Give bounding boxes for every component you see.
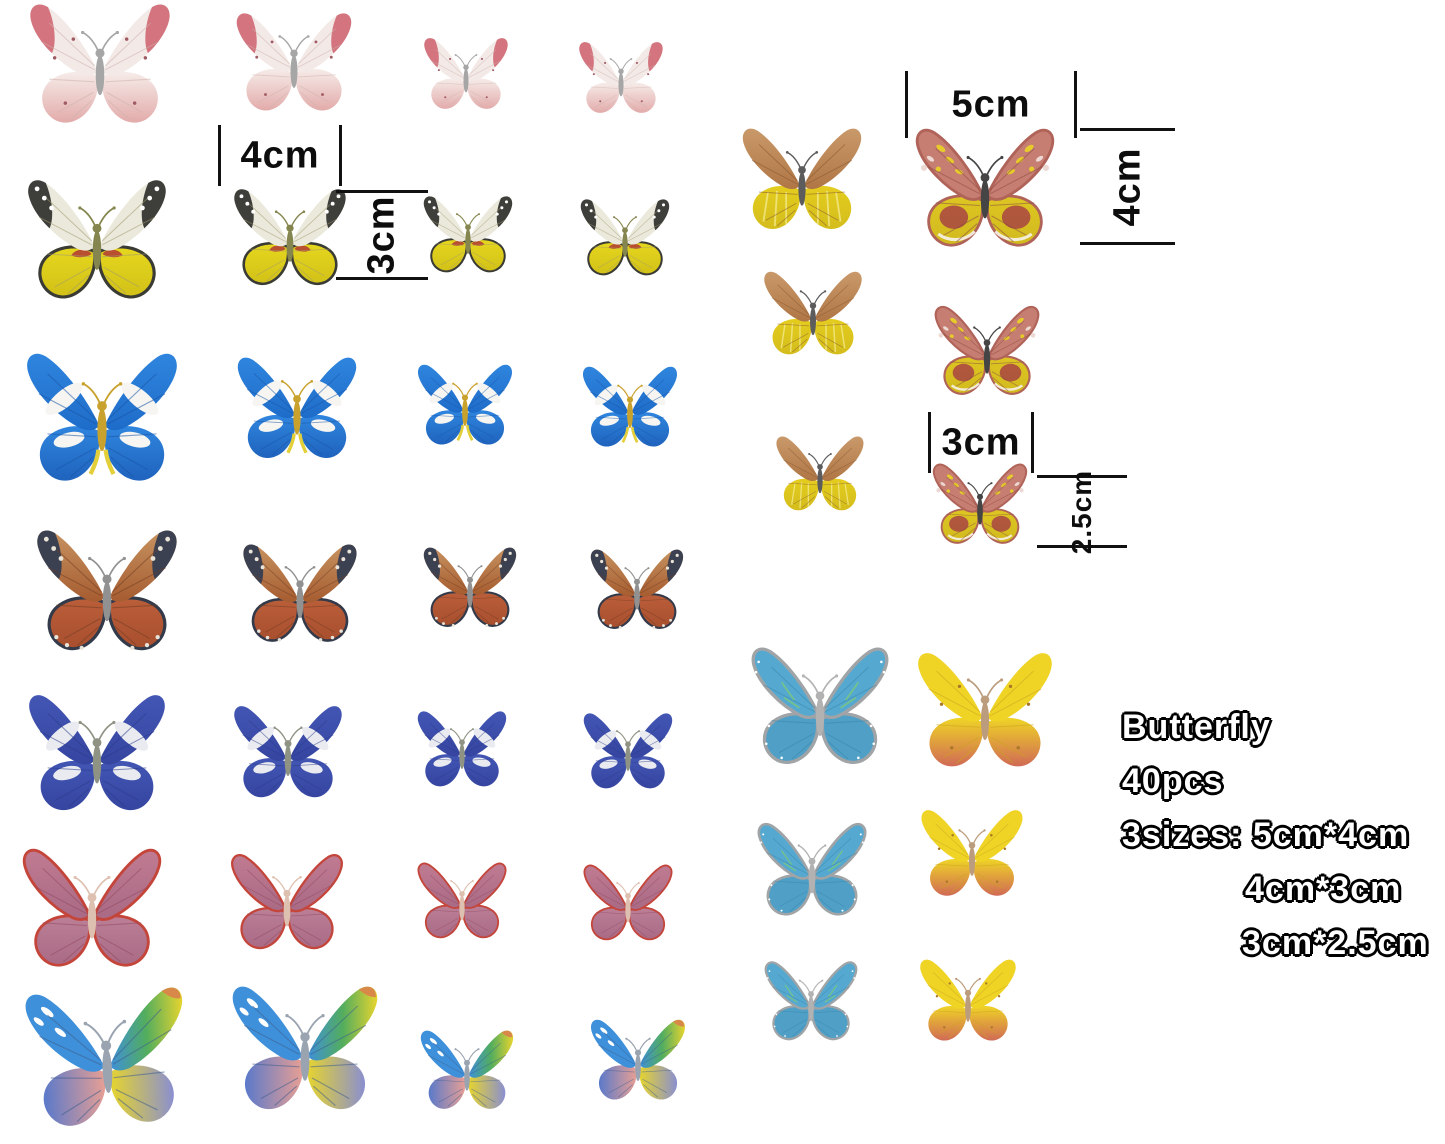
measure-label-2-5cm: 2.5cm	[1066, 469, 1097, 554]
measure-label-4cm: 4cm	[240, 134, 320, 176]
butterfly-pink	[236, 13, 352, 111]
butterfly-yellowpink	[918, 652, 1052, 766]
butterfly-navy	[583, 713, 673, 789]
butterfly-rose	[231, 853, 343, 949]
butterfly-orangeyellow	[776, 435, 864, 510]
butterfly-mauve	[934, 305, 1040, 395]
butterfly-pink	[579, 41, 663, 113]
measure-tick	[218, 125, 221, 186]
measure-tick	[1074, 71, 1077, 138]
butterfly-monarch	[243, 543, 357, 642]
butterfly-azure	[417, 364, 513, 445]
measure-tick	[339, 125, 342, 186]
butterfly-jezebel	[580, 199, 670, 276]
measure-tick	[1080, 242, 1175, 245]
butterfly-mauve	[915, 128, 1055, 246]
caption-block: Butterfly 40pcs 3sizes: 5cm*4cm 4cm*3cm …	[1122, 700, 1429, 970]
butterfly-navy	[417, 711, 507, 787]
butterfly-mauve	[932, 463, 1028, 544]
butterfly-navy	[29, 694, 165, 810]
butterfly-pink	[424, 37, 508, 109]
measure-tick	[928, 412, 931, 473]
butterfly-skyblue	[764, 961, 858, 1041]
butterfly-skyblue	[751, 646, 889, 764]
butterfly-rainbow	[420, 1030, 514, 1109]
measure-height-4cm: 4cm	[1080, 128, 1175, 245]
butterfly-azure	[582, 366, 678, 447]
caption-sizes-3: 3cm*2.5cm	[1242, 924, 1429, 962]
butterfly-rainbow	[25, 987, 183, 1126]
butterfly-rose	[583, 864, 673, 940]
measure-label-5cm: 5cm	[951, 83, 1031, 125]
measure-label-4cm-right: 4cm	[1106, 146, 1148, 227]
butterfly-jezebel	[28, 179, 166, 298]
measure-tick	[1031, 412, 1034, 473]
butterfly-rainbow	[232, 986, 378, 1110]
butterfly-rainbow	[590, 1019, 686, 1100]
butterfly-monarch	[590, 549, 684, 629]
measure-tick	[336, 190, 428, 193]
butterfly-yellowpink	[920, 959, 1016, 1041]
measure-width-5cm: 5cm	[905, 71, 1077, 138]
measure-width-3cm: 3cm	[928, 412, 1034, 473]
measure-height-2-5cm: 2.5cm	[1037, 469, 1127, 554]
butterfly-navy	[234, 705, 342, 797]
measure-tick	[1037, 475, 1127, 478]
butterfly-skyblue	[757, 822, 867, 916]
butterfly-rose	[417, 862, 507, 938]
butterfly-jezebel	[234, 188, 346, 285]
measure-height-3cm-left: 3cm	[336, 190, 428, 280]
measure-label-3cm: 3cm	[360, 195, 403, 275]
butterfly-yellowpink	[921, 809, 1023, 896]
caption-title: Butterfly	[1122, 708, 1271, 746]
caption-count: 40pcs	[1122, 762, 1224, 800]
measure-width-4cm-left: 4cm	[218, 125, 342, 186]
butterfly-monarch	[37, 529, 177, 650]
butterfly-orangeyellow	[742, 128, 862, 229]
caption-sizes-2: 4cm*3cm	[1245, 870, 1402, 908]
butterfly-azure	[237, 357, 357, 458]
butterfly-orangeyellow	[764, 271, 862, 354]
butterfly-jezebel	[423, 196, 513, 273]
measure-tick	[336, 277, 428, 280]
measure-tick	[1037, 545, 1127, 548]
butterfly-monarch	[423, 547, 517, 627]
measure-tick	[905, 71, 908, 138]
butterfly-azure	[27, 353, 177, 481]
butterfly-rose	[22, 848, 162, 966]
butterfly-pink	[30, 3, 170, 123]
measure-tick	[1080, 128, 1175, 131]
caption-sizes-1: 3sizes: 5cm*4cm	[1122, 816, 1410, 854]
measure-label-3cm-right: 3cm	[941, 421, 1021, 463]
